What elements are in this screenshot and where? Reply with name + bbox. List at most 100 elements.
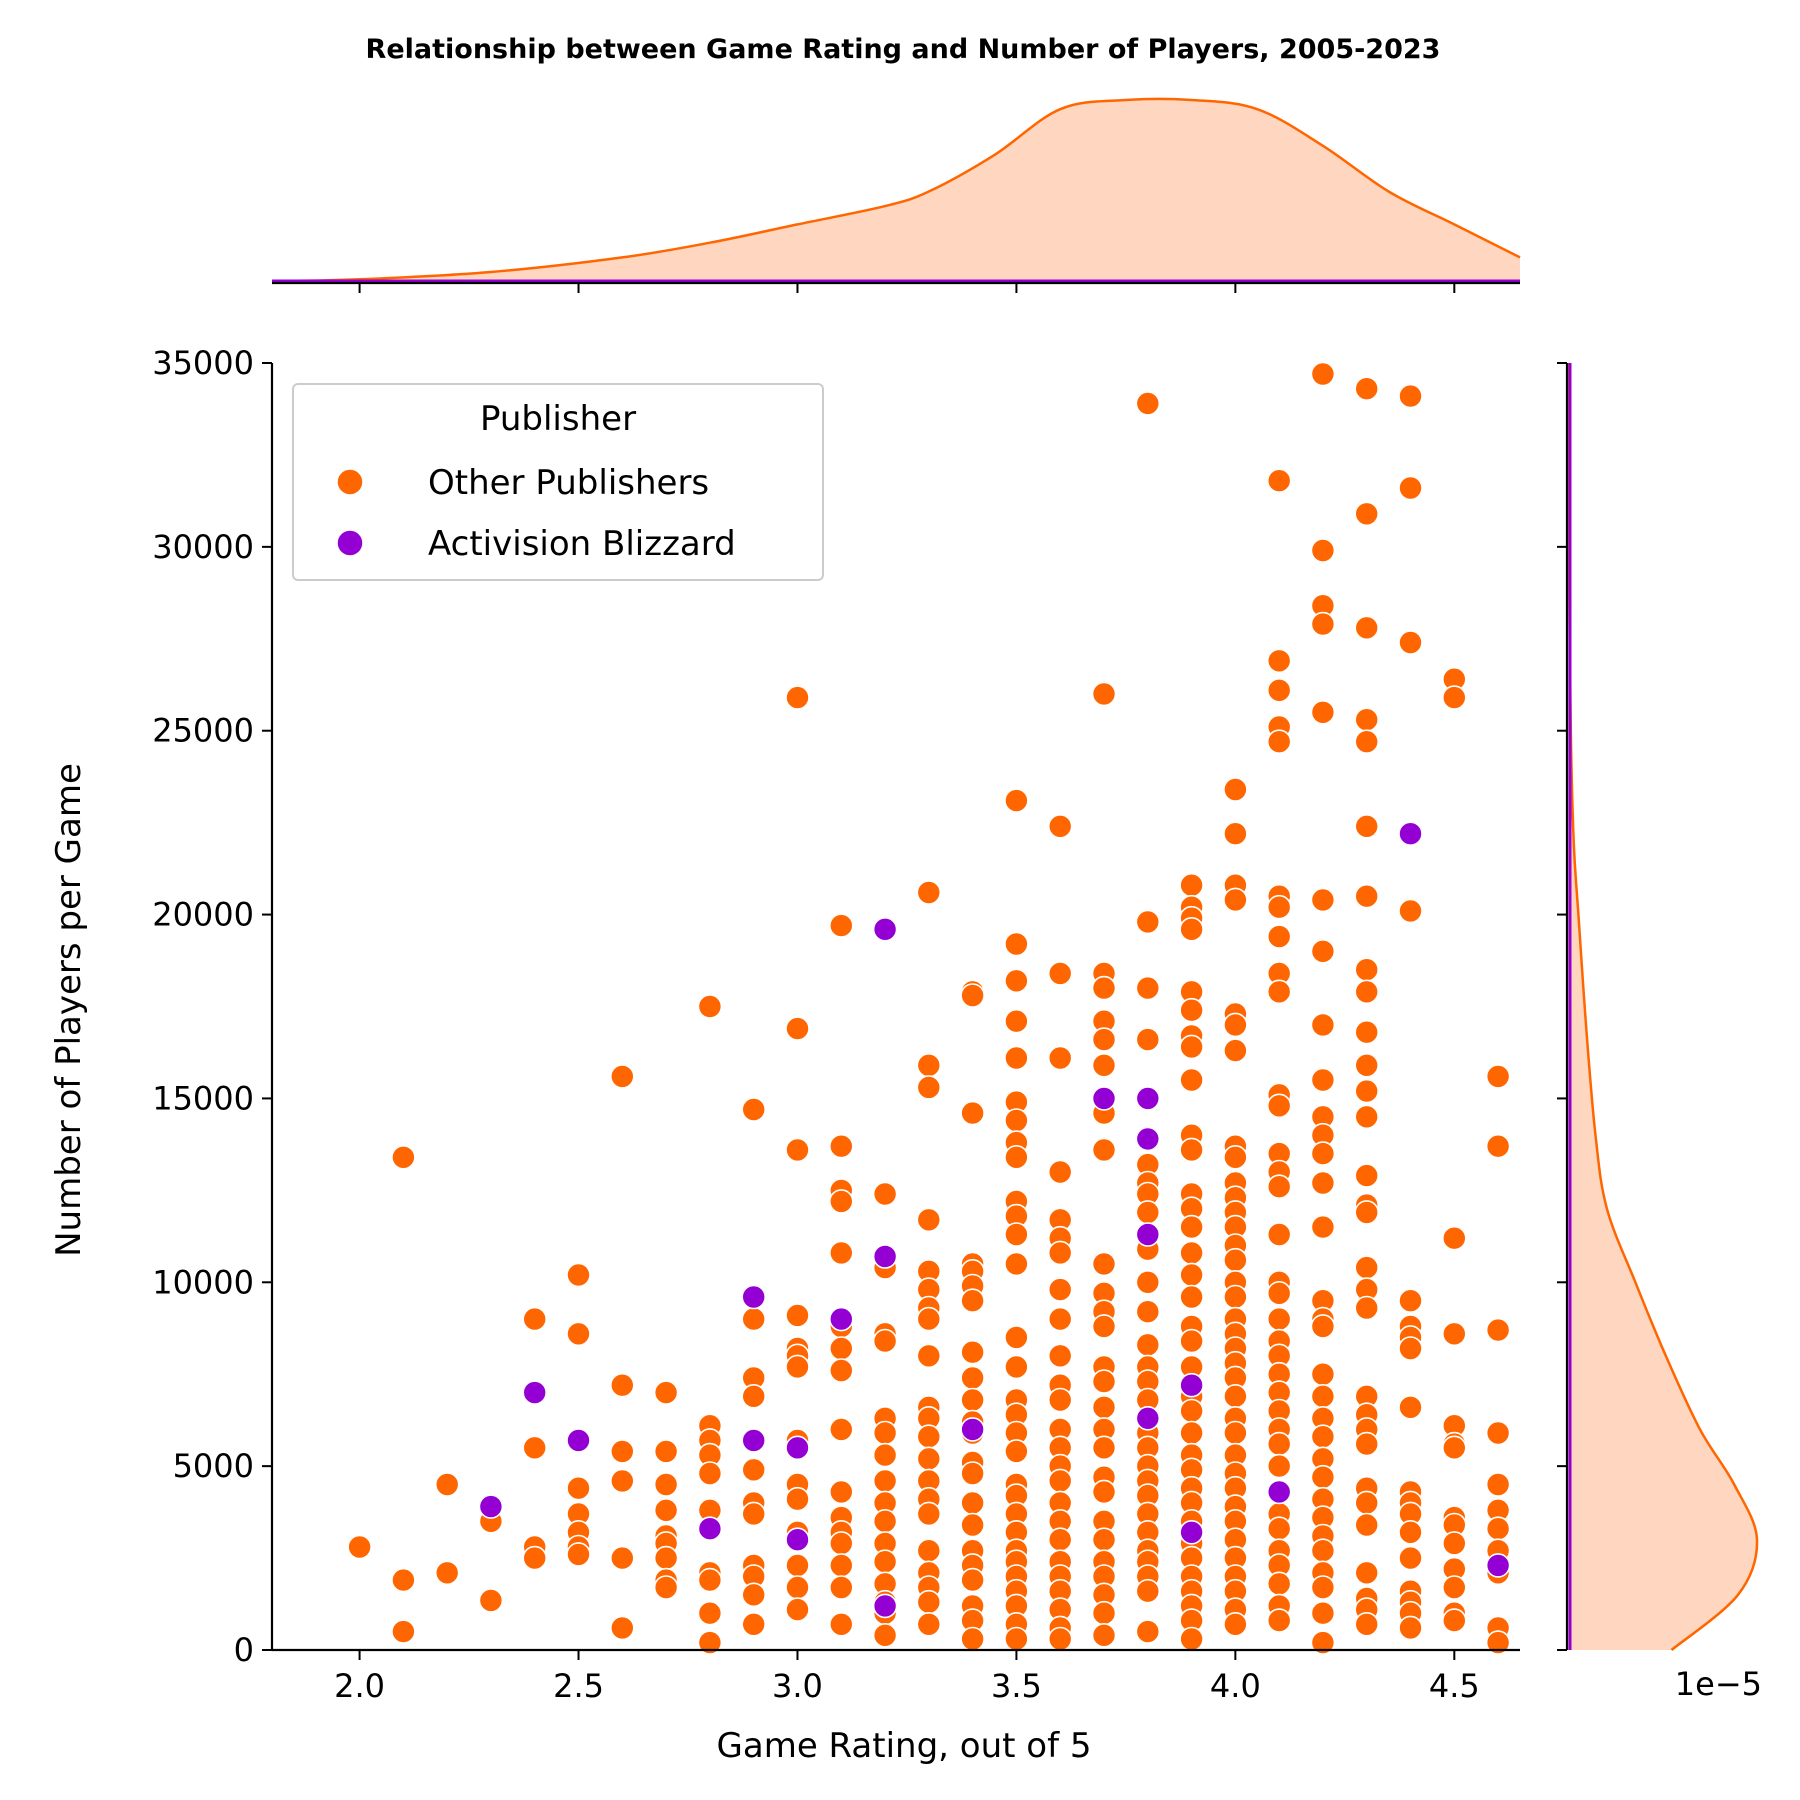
point-other-publishers bbox=[1398, 475, 1423, 501]
point-other-publishers bbox=[1354, 957, 1379, 983]
point-other-publishers bbox=[960, 1490, 985, 1516]
point-other-publishers bbox=[391, 1567, 416, 1593]
point-other-publishers bbox=[1442, 1531, 1467, 1556]
point-other-publishers bbox=[1179, 916, 1204, 942]
point-other-publishers bbox=[960, 1512, 985, 1538]
point-other-publishers bbox=[478, 1588, 504, 1613]
point-other-publishers bbox=[1310, 1575, 1336, 1600]
point-other-publishers bbox=[1004, 1045, 1029, 1071]
point-other-publishers bbox=[1135, 1200, 1161, 1225]
point-other-publishers bbox=[828, 1479, 854, 1505]
point-other-publishers bbox=[1091, 975, 1117, 1001]
point-other-publishers bbox=[1354, 1019, 1379, 1045]
point-other-publishers bbox=[1266, 1281, 1292, 1306]
y-tick-label: 0 bbox=[234, 1631, 254, 1669]
point-other-publishers bbox=[566, 1321, 591, 1347]
point-other-publishers bbox=[1485, 1630, 1511, 1655]
y-axis-title: Number of Players per Game bbox=[49, 763, 89, 1257]
point-other-publishers bbox=[785, 1553, 810, 1578]
point-other-publishers bbox=[1004, 1325, 1029, 1350]
point-other-publishers bbox=[1047, 1240, 1073, 1266]
legend-label-other-publishers: Other Publishers bbox=[428, 463, 709, 503]
y-tick-label: 10000 bbox=[152, 1263, 254, 1301]
point-other-publishers bbox=[741, 1097, 767, 1122]
point-other-publishers bbox=[828, 1336, 854, 1361]
point-other-publishers bbox=[391, 1619, 416, 1644]
point-other-publishers bbox=[1266, 468, 1292, 494]
point-other-publishers bbox=[1354, 1255, 1379, 1280]
point-other-publishers bbox=[1354, 615, 1379, 641]
chart-title: Relationship between Game Rating and Num… bbox=[366, 34, 1441, 65]
point-other-publishers bbox=[1179, 1398, 1204, 1424]
point-other-publishers bbox=[1310, 1384, 1336, 1409]
point-other-publishers bbox=[1047, 1343, 1073, 1369]
x-tick-label: 2.5 bbox=[553, 1667, 604, 1705]
point-other-publishers bbox=[697, 1600, 723, 1626]
point-other-publishers bbox=[1485, 1472, 1511, 1497]
point-other-publishers bbox=[1047, 1306, 1073, 1332]
point-other-publishers bbox=[1004, 1145, 1029, 1170]
x-tick-label: 2.0 bbox=[334, 1667, 385, 1705]
point-other-publishers bbox=[916, 1075, 942, 1100]
point-other-publishers bbox=[1354, 1053, 1379, 1078]
point-other-publishers bbox=[828, 1358, 854, 1383]
point-activision-blizzard bbox=[1091, 1086, 1117, 1111]
point-other-publishers bbox=[1223, 1420, 1248, 1446]
right-marginal-plot bbox=[1557, 362, 1759, 1651]
point-other-publishers bbox=[1135, 1578, 1161, 1604]
point-other-publishers bbox=[1442, 685, 1467, 710]
point-other-publishers bbox=[1004, 931, 1029, 957]
point-other-publishers bbox=[1354, 1612, 1379, 1637]
point-activision-blizzard bbox=[872, 916, 898, 942]
point-other-publishers bbox=[828, 1417, 854, 1442]
point-other-publishers bbox=[1047, 1045, 1073, 1071]
point-activision-blizzard bbox=[1266, 1479, 1292, 1505]
point-other-publishers bbox=[609, 1064, 635, 1089]
point-other-publishers bbox=[697, 1461, 723, 1486]
point-other-publishers bbox=[785, 1137, 810, 1163]
point-other-publishers bbox=[1398, 1545, 1423, 1571]
point-other-publishers bbox=[1091, 1251, 1117, 1277]
point-other-publishers bbox=[1179, 872, 1204, 898]
point-other-publishers bbox=[872, 1328, 898, 1354]
point-other-publishers bbox=[1442, 1575, 1467, 1600]
point-other-publishers bbox=[1310, 938, 1336, 964]
main-scatter-plot: 2.0 2.5 3.0 3.5 4.0 4.5 0 5000 10000 15000 20000 25… bbox=[152, 344, 1520, 1705]
point-other-publishers bbox=[960, 1626, 985, 1652]
point-other-publishers bbox=[1354, 1431, 1379, 1457]
point-other-publishers bbox=[609, 1439, 635, 1464]
point-other-publishers bbox=[653, 1472, 679, 1497]
point-activision-blizzard bbox=[1485, 1553, 1511, 1578]
point-activision-blizzard bbox=[1398, 821, 1423, 847]
point-other-publishers bbox=[697, 1630, 723, 1655]
point-other-publishers bbox=[1266, 1516, 1292, 1541]
point-activision-blizzard bbox=[741, 1284, 767, 1310]
point-other-publishers bbox=[1004, 968, 1029, 994]
point-other-publishers bbox=[1091, 1395, 1117, 1420]
point-other-publishers bbox=[1091, 681, 1117, 707]
point-other-publishers bbox=[1179, 1284, 1204, 1310]
point-other-publishers bbox=[1485, 1317, 1511, 1343]
point-other-publishers bbox=[1266, 1222, 1292, 1247]
point-other-publishers bbox=[828, 1575, 854, 1600]
point-activision-blizzard bbox=[478, 1494, 504, 1519]
point-other-publishers bbox=[1354, 1490, 1379, 1516]
scatter-points bbox=[347, 361, 1511, 1655]
point-other-publishers bbox=[1179, 1262, 1204, 1288]
point-other-publishers bbox=[1047, 1527, 1073, 1552]
point-other-publishers bbox=[1354, 729, 1379, 755]
point-other-publishers bbox=[653, 1498, 679, 1523]
point-other-publishers bbox=[347, 1534, 372, 1560]
point-other-publishers bbox=[872, 1420, 898, 1446]
point-other-publishers bbox=[1310, 1424, 1336, 1449]
point-other-publishers bbox=[785, 1016, 810, 1041]
point-other-publishers bbox=[566, 1262, 591, 1288]
point-other-publishers bbox=[1266, 979, 1292, 1005]
point-other-publishers bbox=[609, 1545, 635, 1571]
point-other-publishers bbox=[1485, 1516, 1511, 1541]
point-other-publishers bbox=[1179, 1214, 1204, 1240]
point-other-publishers bbox=[1398, 383, 1423, 409]
point-other-publishers bbox=[1354, 501, 1379, 527]
